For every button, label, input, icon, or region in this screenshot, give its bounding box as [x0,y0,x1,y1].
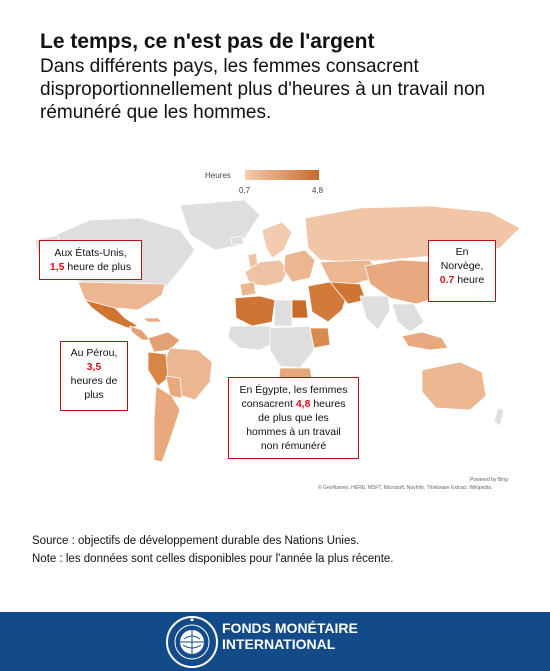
region-west-africa [227,325,277,351]
page-subtitle: Dans différents pays, les femmes consacr… [40,56,486,123]
organization-name: FONDS MONÉTAIRE INTERNATIONAL [222,620,358,652]
callout-norway-rest: heure [454,274,485,286]
callout-norway-value: 0.7 [439,274,455,286]
callout-egypt-value: 4,8 [295,398,311,410]
callout-egypt-line1: En Égypte, les femmes [239,384,348,396]
region-peru [147,351,169,387]
callout-egypt-line3: de plus que les [258,412,329,424]
callout-norway-line2: Norvège, [440,260,484,272]
callout-usa: Aux États-Unis, 1,5 heure de plus [39,240,142,280]
map-credit-sources: © GeoNames, HERE, MSFT, Microsoft, NavIn… [318,485,492,491]
callout-egypt-line4: hommes à un travail [246,426,341,438]
region-central-america [129,325,151,341]
region-iceland [229,235,245,245]
callout-peru-line3: heures de [70,375,118,387]
callout-norway: En Norvège, 0.7 heure [428,240,496,302]
source-note: Source : objectifs de développement dura… [32,535,360,547]
callout-peru: Au Pérou, 3,5 heures de plus [60,341,128,411]
region-new-zealand [493,407,505,427]
region-egypt [291,299,309,319]
data-note: Note : les données sont celles disponibl… [32,553,394,565]
region-northwest-africa [234,295,276,327]
legend-max-label: 4,8 [312,186,324,195]
callout-peru-line4: plus [84,389,104,401]
callout-egypt-line5: non rémunéré [260,440,327,452]
region-south-asia [359,295,391,331]
callout-usa-rest: heure de plus [64,261,132,273]
region-colombia-venezuela [147,331,181,353]
callout-peru-line1: Au Pérou, [70,347,118,359]
region-greenland [179,200,261,251]
region-iberia [239,281,257,297]
callout-usa-line1: Aux États-Unis, [54,247,127,259]
color-legend: Heures 0,7 4,8 [205,170,335,200]
map-credit-powered: Powered by Bing [470,477,508,483]
region-central-africa [269,325,315,369]
region-australia [421,361,487,411]
callout-egypt-line2-post: heures [310,398,346,410]
world-map [34,200,521,463]
region-eastern-europe [283,249,316,283]
legend-min-label: 0,7 [239,186,251,195]
organization-name-line2: INTERNATIONAL [222,636,336,652]
region-ethiopia [309,327,331,349]
callout-peru-value: 3,5 [86,361,102,373]
region-bolivia [165,375,183,399]
organization-name-line1: FONDS MONÉTAIRE [222,620,358,636]
callout-egypt: En Égypte, les femmes consacrent 4,8 heu… [228,377,359,459]
region-indonesia [401,331,449,351]
region-scandinavia [261,221,293,259]
legend-title: Heures [205,171,231,180]
callout-usa-value: 1,5 [49,261,65,273]
imf-seal-logo [166,616,218,668]
legend-gradient-bar [245,170,319,180]
region-southeast-asia [391,303,425,333]
region-sahara [273,299,293,327]
footer-bar: FONDS MONÉTAIRE INTERNATIONAL [0,612,550,671]
callout-norway-line1: En [455,246,469,258]
callout-egypt-line2-pre: consacrent [241,398,296,410]
region-caribbean [142,317,163,323]
page-title: Le temps, ce n'est pas de l'argent [40,30,375,53]
region-southern-cone [153,385,181,463]
